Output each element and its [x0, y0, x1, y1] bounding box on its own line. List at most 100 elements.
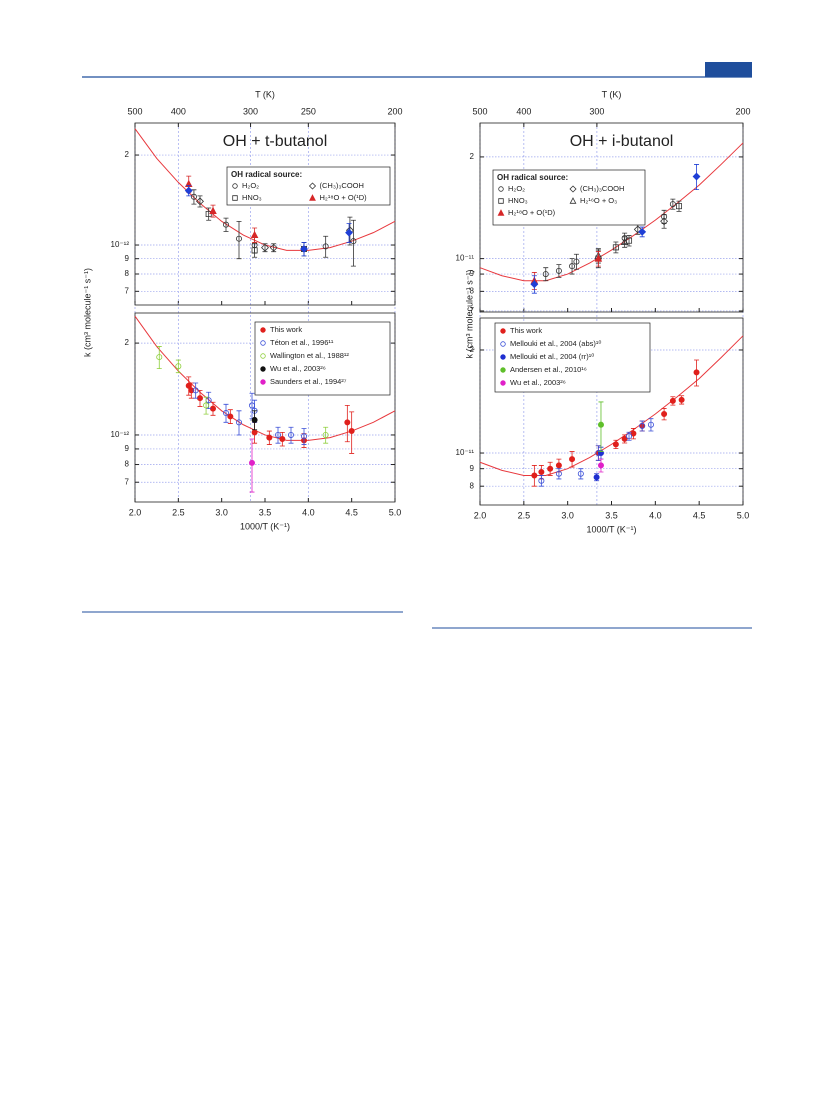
data-point	[678, 396, 685, 403]
data-point	[612, 244, 619, 251]
error-bar	[191, 189, 197, 205]
fit-curve	[479, 142, 744, 282]
legend-label: (CH₃)₃COOH	[320, 181, 364, 190]
legend-label: Wallington et al., 1988¹²	[270, 351, 349, 360]
data-point	[569, 456, 576, 463]
data-point	[542, 271, 549, 278]
legend-box	[254, 321, 391, 396]
y-tick-label: 9	[470, 464, 475, 473]
top-tick-label: 500	[472, 106, 487, 116]
x-tick-label: 2.0	[474, 510, 487, 520]
data-point	[530, 280, 539, 289]
data-point	[538, 477, 545, 484]
y-tick-label: 8	[125, 460, 130, 469]
legend-marker	[232, 195, 238, 201]
top-tick-label: 300	[589, 106, 604, 116]
legend-label: (CH₃)₃COOH	[580, 184, 624, 193]
error-bar	[556, 264, 562, 278]
error-bar	[350, 219, 356, 267]
y-tick-label: 7	[125, 286, 130, 295]
x-axis-label: 1000/T (K⁻¹)	[586, 524, 636, 534]
legend-marker	[498, 198, 504, 204]
error-bar	[538, 475, 544, 487]
legend-label: Mellouki et al., 2004 (abs)¹⁰	[510, 339, 601, 348]
data-point	[350, 238, 357, 245]
data-point	[222, 221, 230, 228]
legend-marker	[500, 367, 506, 373]
legend-marker	[260, 366, 266, 372]
data-point	[612, 441, 619, 448]
data-point	[555, 267, 562, 274]
x-axis-label: 1000/T (K⁻¹)	[240, 521, 290, 531]
data-point	[190, 193, 197, 200]
x-tick-label: 3.0	[215, 507, 228, 517]
error-bar	[175, 359, 181, 374]
y-tick-label: 9	[125, 254, 130, 263]
x-tick-label: 3.5	[259, 507, 272, 517]
data-point	[594, 254, 603, 262]
error-bar	[236, 220, 242, 260]
legend-marker	[500, 341, 506, 347]
data-point	[626, 433, 633, 440]
data-point	[577, 470, 584, 477]
data-point	[235, 419, 243, 426]
error-bar	[543, 267, 549, 282]
data-point	[639, 422, 646, 429]
data-point	[322, 243, 329, 250]
top-axis-label: T (K)	[255, 89, 275, 99]
data-point	[203, 402, 210, 409]
top-tick-label: 500	[127, 106, 142, 116]
error-bar	[323, 235, 329, 258]
error-bar	[236, 410, 242, 436]
x-tick-label: 5.0	[737, 510, 750, 520]
x-tick-label: 2.5	[172, 507, 185, 517]
legend-label: Wu et al., 2003²⁶	[510, 378, 566, 387]
legend-marker	[232, 183, 238, 189]
y-tick-label: 8	[470, 481, 475, 490]
x-tick-label: 3.5	[605, 510, 618, 520]
legend-box	[494, 322, 651, 393]
top-tick-label: 400	[171, 106, 186, 116]
legend-label: H₂O₂	[508, 184, 525, 193]
x-tick-label: 2.0	[129, 507, 142, 517]
data-point	[209, 405, 217, 412]
data-point	[269, 243, 278, 252]
legend-marker	[500, 380, 506, 386]
data-point	[633, 225, 642, 234]
error-bar	[578, 468, 584, 480]
error-bar	[275, 426, 281, 444]
top-tick-label: 200	[387, 106, 402, 116]
data-point	[192, 387, 199, 394]
data-point	[621, 435, 628, 442]
legend-marker	[569, 185, 577, 193]
x-tick-label: 4.5	[345, 507, 358, 517]
legend-marker	[260, 327, 266, 333]
error-bar	[193, 382, 199, 399]
y-tick-label: 10⁻¹²	[111, 430, 130, 439]
data-point	[287, 432, 295, 438]
data-point	[205, 397, 212, 404]
data-point	[647, 421, 654, 428]
error-bar	[252, 243, 258, 258]
top-tick-label: 400	[516, 106, 531, 116]
y-tick-label: 2	[125, 150, 130, 159]
data-point	[661, 411, 668, 417]
plot-frame	[134, 122, 396, 306]
data-point	[345, 228, 354, 237]
y-tick-label: 8	[125, 269, 130, 278]
legend-marker	[500, 354, 506, 360]
data-point	[251, 247, 258, 254]
data-point	[676, 203, 683, 210]
data-point	[251, 242, 258, 248]
legend-box	[226, 166, 391, 206]
y-tick-label: 10⁻¹²	[111, 240, 130, 249]
legend-label: H₂¹⁸O + O(¹D)	[508, 208, 556, 217]
error-bar	[573, 253, 579, 270]
y-tick-label: 10⁻¹¹	[456, 254, 475, 263]
legend-marker	[309, 194, 316, 201]
legend-marker	[498, 186, 504, 192]
x-tick-label: 4.0	[649, 510, 662, 520]
error-bar	[206, 207, 212, 221]
error-bar	[223, 217, 229, 232]
